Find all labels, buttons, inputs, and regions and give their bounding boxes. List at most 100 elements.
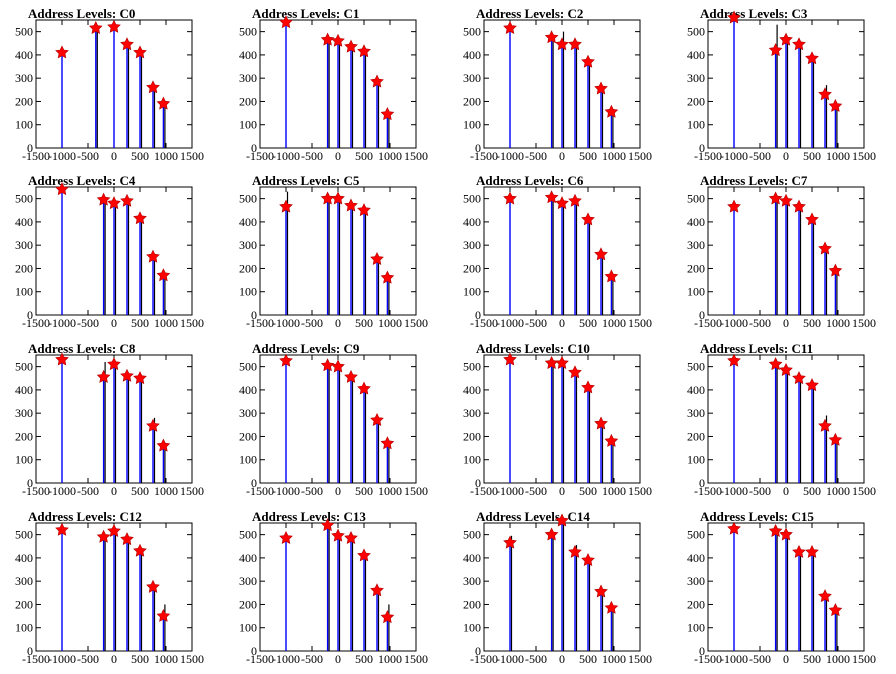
x-tick-label: 0	[559, 652, 565, 666]
star-marker	[818, 418, 832, 432]
x-tick-label: 1500	[852, 316, 876, 330]
x-tick-label: -1000	[496, 484, 524, 498]
y-tick-label: 500	[15, 528, 33, 542]
chart-svg: Address Levels: C30100200300400500-1500-…	[687, 6, 876, 163]
star-marker	[568, 365, 582, 379]
x-tick-label: -1000	[48, 652, 76, 666]
x-tick-label: 1500	[180, 652, 204, 666]
x-tick-label: -500	[749, 652, 771, 666]
star-marker	[320, 32, 335, 46]
star-marker	[581, 553, 595, 567]
x-tick-label: 0	[111, 316, 117, 330]
x-tick-label: -500	[525, 652, 547, 666]
star-marker	[779, 193, 793, 207]
star-marker	[555, 355, 569, 369]
star-marker	[88, 20, 103, 34]
chart-panel: Address Levels: C6 0 100 200 300 400 500 -1500-…	[456, 171, 666, 333]
star-marker	[344, 530, 358, 544]
x-tick-label: 1500	[404, 484, 428, 498]
star-marker	[779, 32, 793, 46]
y-tick-label: 200	[15, 597, 33, 611]
star-marker	[133, 45, 147, 59]
star-marker	[380, 610, 395, 624]
star-marker	[727, 521, 741, 535]
y-tick-label: 500	[463, 25, 481, 39]
x-tick-label: 1000	[826, 149, 850, 163]
y-tick-label: 300	[687, 71, 705, 85]
star-marker	[779, 527, 793, 541]
x-tick-label: 0	[783, 652, 789, 666]
star-marker	[357, 381, 371, 395]
y-tick-label: 300	[239, 238, 257, 252]
y-tick-label: 400	[239, 48, 257, 62]
y-tick-label: 400	[239, 383, 257, 397]
y-tick-label: 500	[687, 192, 705, 206]
x-tick-label: -500	[749, 484, 771, 498]
chart-svg: Address Levels: C10100200300400500-1500-…	[239, 6, 428, 163]
star-marker	[370, 583, 384, 597]
x-tick-label: -1000	[48, 149, 76, 163]
x-tick-label: -500	[525, 484, 547, 498]
x-tick-label: 1000	[154, 149, 178, 163]
star-marker	[146, 579, 160, 593]
chart-svg: Address Levels: C14 0 100 200 300 400 500 -1500…	[463, 509, 652, 666]
star-marker	[805, 212, 819, 226]
y-tick-label: 300	[15, 238, 33, 252]
x-tick-label: 1500	[180, 149, 204, 163]
x-tick-label: 1000	[154, 652, 178, 666]
x-tick-label: 1500	[404, 316, 428, 330]
x-tick-label: -1000	[272, 652, 300, 666]
star-marker	[544, 30, 559, 44]
star-marker	[818, 241, 832, 255]
star-marker	[370, 251, 384, 265]
star-marker	[380, 107, 395, 121]
x-tick-label: 1500	[180, 316, 204, 330]
star-marker	[133, 211, 147, 225]
y-tick-label: 300	[687, 574, 705, 588]
x-tick-label: 1000	[602, 149, 626, 163]
x-tick-label: 1500	[852, 484, 876, 498]
star-marker	[503, 535, 517, 549]
star-marker	[544, 190, 559, 204]
x-tick-label: -1500	[246, 149, 274, 163]
chart-title: Address Levels: C10	[476, 341, 590, 356]
y-tick-label: 400	[687, 48, 705, 62]
x-tick-label: 1500	[404, 652, 428, 666]
chart-title: Address Levels: C7	[700, 173, 808, 188]
x-tick-label: 500	[355, 149, 373, 163]
chart-title: Address Levels: C13	[252, 509, 366, 524]
star-marker	[344, 369, 358, 383]
star-marker	[156, 268, 171, 282]
chart-panel: Address Levels: C12 0 100 200 300 400 500 -1500…	[8, 507, 218, 669]
star-marker	[555, 513, 569, 527]
chart-panel: Address Levels: C8 0 100 200 300 400 500 -1500-…	[8, 339, 218, 501]
y-tick-label: 200	[239, 429, 257, 443]
y-tick-label: 200	[15, 261, 33, 275]
chart-title: Address Levels: C9	[252, 341, 360, 356]
x-tick-label: 0	[559, 316, 565, 330]
y-tick-label: 200	[463, 94, 481, 108]
star-marker	[555, 37, 569, 51]
star-marker	[594, 81, 608, 95]
star-marker	[156, 438, 171, 452]
star-marker	[331, 191, 345, 205]
x-tick-label: 0	[559, 149, 565, 163]
x-tick-label: -1000	[496, 652, 524, 666]
star-marker	[555, 196, 569, 210]
star-marker	[279, 530, 293, 544]
y-tick-label: 0	[27, 141, 33, 155]
x-tick-label: -500	[77, 149, 99, 163]
y-tick-label: 400	[15, 383, 33, 397]
x-tick-label: -1500	[470, 484, 498, 498]
star-marker	[768, 523, 783, 537]
x-tick-label: 1000	[826, 484, 850, 498]
x-tick-label: 500	[803, 316, 821, 330]
star-marker	[768, 43, 783, 57]
star-marker	[320, 191, 335, 205]
y-tick-label: 500	[687, 528, 705, 542]
star-marker	[55, 45, 69, 59]
chart-panel: Address Levels: C13 0 100 200 300 400 500 -1500…	[232, 507, 442, 669]
y-tick-label: 0	[27, 308, 33, 322]
x-tick-label: 0	[559, 484, 565, 498]
